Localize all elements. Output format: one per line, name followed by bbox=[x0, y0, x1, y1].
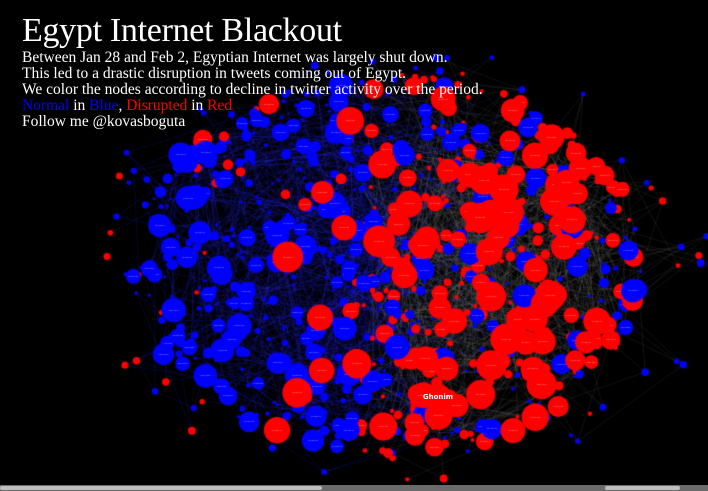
description-line: Between Jan 28 and Feb 2, Egyptian Inter… bbox=[22, 49, 448, 66]
legend-text: in bbox=[69, 97, 90, 114]
legend-text: in bbox=[187, 97, 208, 114]
legend-normal: Normal bbox=[22, 97, 70, 114]
description-line: This led to a drastic disruption in twee… bbox=[22, 65, 406, 82]
legend-blue: Blue bbox=[89, 97, 119, 114]
scrollbar-thumb[interactable] bbox=[0, 486, 322, 490]
scrollbar-thumb-secondary[interactable] bbox=[605, 486, 680, 490]
color-legend: Normal in Blue, Disrupted in Red bbox=[22, 98, 483, 114]
page-title: Egypt Internet Blackout bbox=[22, 12, 342, 49]
legend-red: Red bbox=[207, 97, 233, 114]
header: Egypt Internet Blackout Between Jan 28 a… bbox=[22, 14, 483, 130]
node-label-ghonim[interactable]: Ghonim bbox=[422, 393, 454, 401]
legend-disrupted: Disrupted bbox=[126, 97, 188, 114]
description-line: We color the nodes according to decline … bbox=[22, 81, 483, 98]
legend-text: , bbox=[118, 97, 127, 114]
horizontal-scrollbar[interactable] bbox=[0, 485, 708, 491]
follow-link[interactable]: Follow me @kovasboguta bbox=[22, 113, 186, 130]
